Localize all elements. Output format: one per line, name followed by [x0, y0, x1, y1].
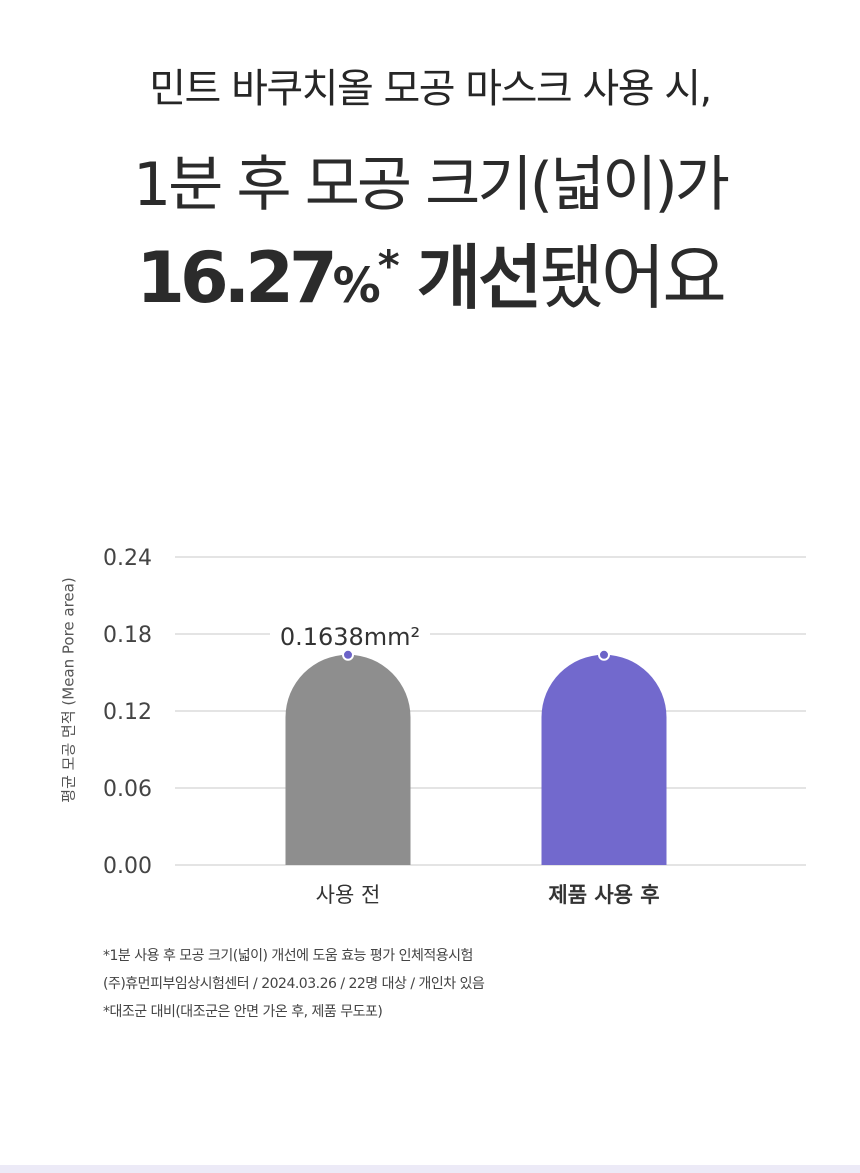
data-label: 0.1638mm²: [280, 623, 420, 651]
y-tick-label: 0.06: [103, 777, 152, 802]
y-tick-label: 0.00: [103, 854, 152, 879]
x-category-label: 제품 사용 후: [548, 883, 659, 907]
bar-marker: [598, 648, 610, 661]
bar: [541, 654, 667, 865]
y-tick-label: 0.24: [103, 546, 152, 571]
stat-unit: %: [332, 258, 381, 314]
stat-word-bold: 개선: [416, 237, 543, 319]
headline-title: 1분 후 모공 크기(넓이)가: [132, 150, 730, 220]
x-category-label: 사용 전: [316, 883, 381, 907]
stat-word-rest: 됐어요: [539, 237, 727, 319]
stat-number: 16.27: [136, 237, 337, 319]
headline-subtitle: 민트 바쿠치올 모공 마스크 사용 시,: [149, 66, 712, 112]
y-tick-label: 0.12: [103, 700, 152, 725]
data-label-backdrop: [270, 620, 430, 650]
headline-stat: 16.27%* 개선됐어요: [0, 222, 860, 323]
footnote-3: *대조군 대비(대조군은 안면 가온 후, 제품 무도포): [103, 1004, 383, 1020]
bar-marker: [342, 648, 354, 661]
y-tick-label: 0.18: [103, 623, 152, 648]
footnote-2: (주)휴먼피부임상시험센터 / 2024.03.26 / 22명 대상 / 개인…: [103, 976, 485, 992]
bar: [285, 654, 411, 865]
footnote-1: *1분 사용 후 모공 크기(넓이) 개선에 도움 효능 평가 인체적용시험: [103, 948, 473, 964]
stat-asterisk: *: [377, 241, 400, 290]
footnotes: *1분 사용 후 모공 크기(넓이) 개선에 도움 효능 평가 인체적용시험 (…: [103, 942, 485, 1026]
bottom-band: [0, 1165, 860, 1173]
